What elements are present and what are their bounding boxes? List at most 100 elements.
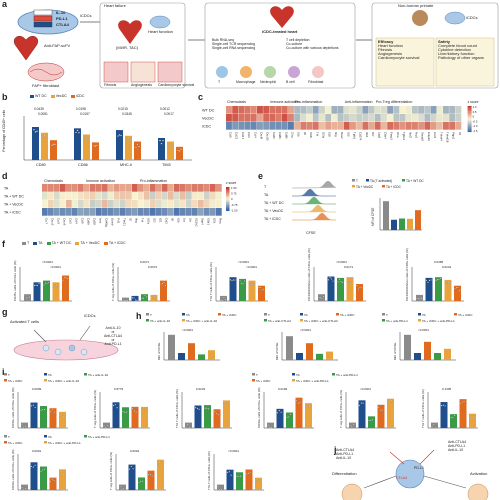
c-gene-label: Cd80 [284,132,288,139]
i-point [228,471,230,473]
c-cell [449,114,456,122]
h-legend-swatch [182,313,185,316]
d-cell [120,208,126,216]
f-point [360,287,363,289]
c-scale-tick: 0.5 [473,110,477,114]
d-cell [168,208,174,216]
d-cell [162,200,168,208]
d-row-label: TA + WT DC [4,195,24,199]
c-gene-label: Cxcl9 [260,132,264,139]
c-group-label: Pro-Treg differentiation [376,100,413,104]
h-legend-label: T [150,313,152,317]
i-point [434,427,437,429]
i-point [61,470,63,473]
d-cell [168,200,174,208]
f-point [27,296,29,299]
c-gene-label: Foxp3 [390,132,394,140]
j-left-antibodies: Anti-CTLA4 Anti-PD-L1 Anti-IL-10 [336,448,355,460]
i-point [40,409,42,412]
safety-list: Safety Complete blood count Cytokine dete… [438,39,484,60]
e-bar [391,219,397,230]
f-ylabel: Th1 T cells of CD4+ cells (%) [209,262,213,301]
i-point [370,419,372,421]
c-cell [325,122,332,130]
f-point [351,277,353,280]
d-cell [150,208,156,216]
panel-d-label: d [2,171,8,181]
i-legend-swatch [44,373,47,376]
b-point [162,139,164,142]
c-gene-label: Tnfrsf18 [446,132,450,143]
i-point [151,475,153,477]
d-scale-tick: 1.50 [231,186,237,190]
f-point [125,299,127,301]
f-point [322,295,325,298]
c-scale-band [467,106,472,108]
d-cell [102,192,108,200]
i-point [280,411,282,414]
i-bar [213,409,221,428]
c-gene-label: Il18 [328,132,332,137]
d-gene-label: Cd28 [93,218,97,225]
d-scale-band [226,194,230,197]
model-label: (MI/IR, TAC) [116,45,139,50]
i-point [196,407,198,410]
d-cell [156,208,162,216]
d-cell [216,184,222,192]
i-point [389,402,391,404]
c-gene-label: Cd274 [359,132,363,141]
d-cell [198,208,204,216]
d-scale-band [226,196,230,198]
d-group-label: Pro-inflammation [140,179,167,183]
i-point [289,413,292,416]
i-point [387,400,389,402]
d-cell [150,200,156,208]
c-cell [418,106,425,114]
i-bar [368,416,375,428]
c-scale-band [467,120,472,122]
b-bar [116,130,123,160]
c-cell [368,122,375,130]
h-pval: <0.0001 [182,328,193,332]
d-cell [78,200,84,208]
c-cell [387,122,394,130]
f-point [243,280,246,282]
d-cell [204,184,210,192]
i-point [144,408,147,410]
f-point [123,299,126,301]
d-cell [174,192,180,200]
e-bar [399,218,405,230]
c-cell [232,106,239,114]
d-cell [210,208,216,216]
i-pval: 0.0001 [32,449,42,453]
d-cell [72,184,78,192]
c-gene-label: Tgfbr1 [402,132,406,141]
d-row-label: TA + iCDC [4,211,21,215]
f-point [258,286,260,289]
i-point [42,469,44,471]
i-point [21,486,23,488]
i-point [62,473,65,476]
c-cell [443,114,449,122]
b-point [94,145,97,147]
i-point [133,410,135,412]
d-cell [198,200,204,208]
d-cell [48,208,54,216]
b-point [120,134,122,137]
i-point [379,409,381,411]
h-legend-label: T [268,313,270,317]
i-point [43,468,46,470]
h-bar [444,348,451,360]
f-point [435,279,437,281]
h-legend-swatch [182,319,185,322]
cell-neutrophil: Neutrophil [260,80,276,84]
d-cell [216,208,222,216]
c-gene-label: Il2ra [396,132,400,138]
f-point [357,288,360,290]
antibody-list: Anti-IL-10 or Anti-CTLA4 or Anti-PD-L1 [104,326,123,346]
f-point [261,289,263,292]
c-cell [325,106,332,114]
i-point [226,404,229,406]
c-scale-band [467,130,472,133]
f-ylabel: T reg cells of CD3+ cells (%) [111,263,115,301]
